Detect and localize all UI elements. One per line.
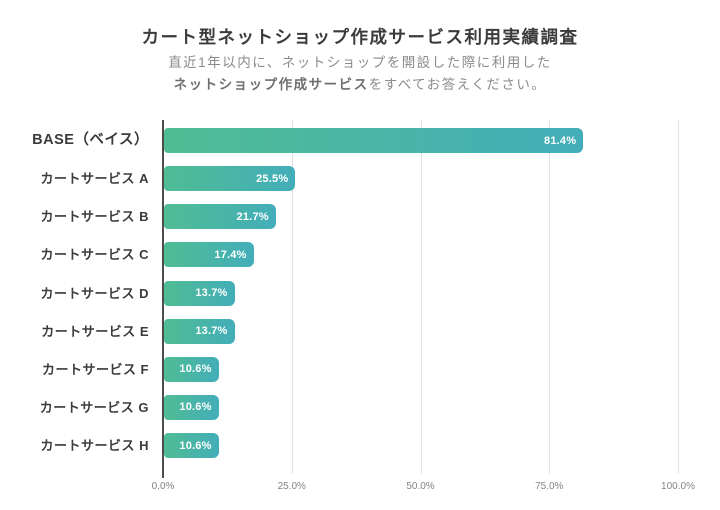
chart-title: カート型ネットショップ作成サービス利用実績調査 bbox=[141, 27, 579, 47]
bar-4: 13.7% bbox=[164, 280, 235, 306]
x-tick-label-25: 25.0% bbox=[277, 481, 306, 492]
chart-subtitle: 直近1年以内に、ネットショップを開設した際に利用した ネットショップ作成サービス… bbox=[0, 52, 720, 95]
value-label-7: 10.6% bbox=[179, 401, 212, 414]
value-label-4: 13.7% bbox=[195, 287, 228, 299]
category-label-4: カートサービス D bbox=[40, 285, 149, 301]
category-label-3: カートサービス C bbox=[40, 247, 149, 263]
value-label-1: 25.5% bbox=[256, 172, 289, 185]
subtitle-emphasis: ネットショップ作成サービス bbox=[173, 76, 369, 92]
x-tick-label-75: 75.0% bbox=[535, 481, 564, 492]
category-label-6: カートサービス F bbox=[41, 361, 149, 377]
value-label-3: 17.4% bbox=[214, 248, 247, 261]
bar-8: 10.6% bbox=[164, 433, 219, 458]
bar-1: 25.5% bbox=[164, 166, 296, 192]
category-label-5: カートサービス E bbox=[41, 323, 149, 339]
gridline-25 bbox=[291, 120, 293, 474]
value-label-0: 81.4% bbox=[544, 134, 577, 147]
x-tick-label-0: 0.0% bbox=[151, 481, 175, 492]
value-label-2: 21.7% bbox=[236, 210, 269, 223]
gridline-100 bbox=[678, 120, 679, 474]
category-label-1: カートサービス A bbox=[40, 171, 149, 187]
bar-3: 17.4% bbox=[164, 242, 254, 268]
category-label-8: カートサービス H bbox=[40, 438, 149, 453]
gridline-50 bbox=[420, 120, 422, 474]
bar-0: 81.4% bbox=[164, 128, 584, 153]
gridline-75 bbox=[549, 120, 551, 474]
y-axis-line bbox=[162, 120, 164, 478]
value-label-6: 10.6% bbox=[179, 363, 212, 376]
subtitle-rest: をすべてお答えください。 bbox=[368, 76, 547, 92]
subtitle-line-1: 直近1年以内に、ネットショップを開設した際に利用した bbox=[168, 55, 552, 70]
bar-5: 13.7% bbox=[164, 318, 235, 344]
x-tick-label-50: 50.0% bbox=[406, 481, 435, 492]
subtitle-line-2: ネットショップ作成サービスをすべてお答えください。 bbox=[0, 74, 720, 96]
category-label-7: カートサービス G bbox=[39, 399, 149, 415]
category-label-0: BASE（ベイス） bbox=[32, 132, 149, 148]
x-tick-label-100: 100.0% bbox=[661, 481, 695, 492]
value-label-8: 10.6% bbox=[179, 439, 212, 452]
bar-2: 21.7% bbox=[164, 204, 276, 230]
bar-7: 10.6% bbox=[164, 394, 219, 420]
bar-6: 10.6% bbox=[164, 356, 219, 382]
value-label-5: 13.7% bbox=[195, 325, 228, 338]
category-label-2: カートサービス B bbox=[40, 209, 149, 225]
